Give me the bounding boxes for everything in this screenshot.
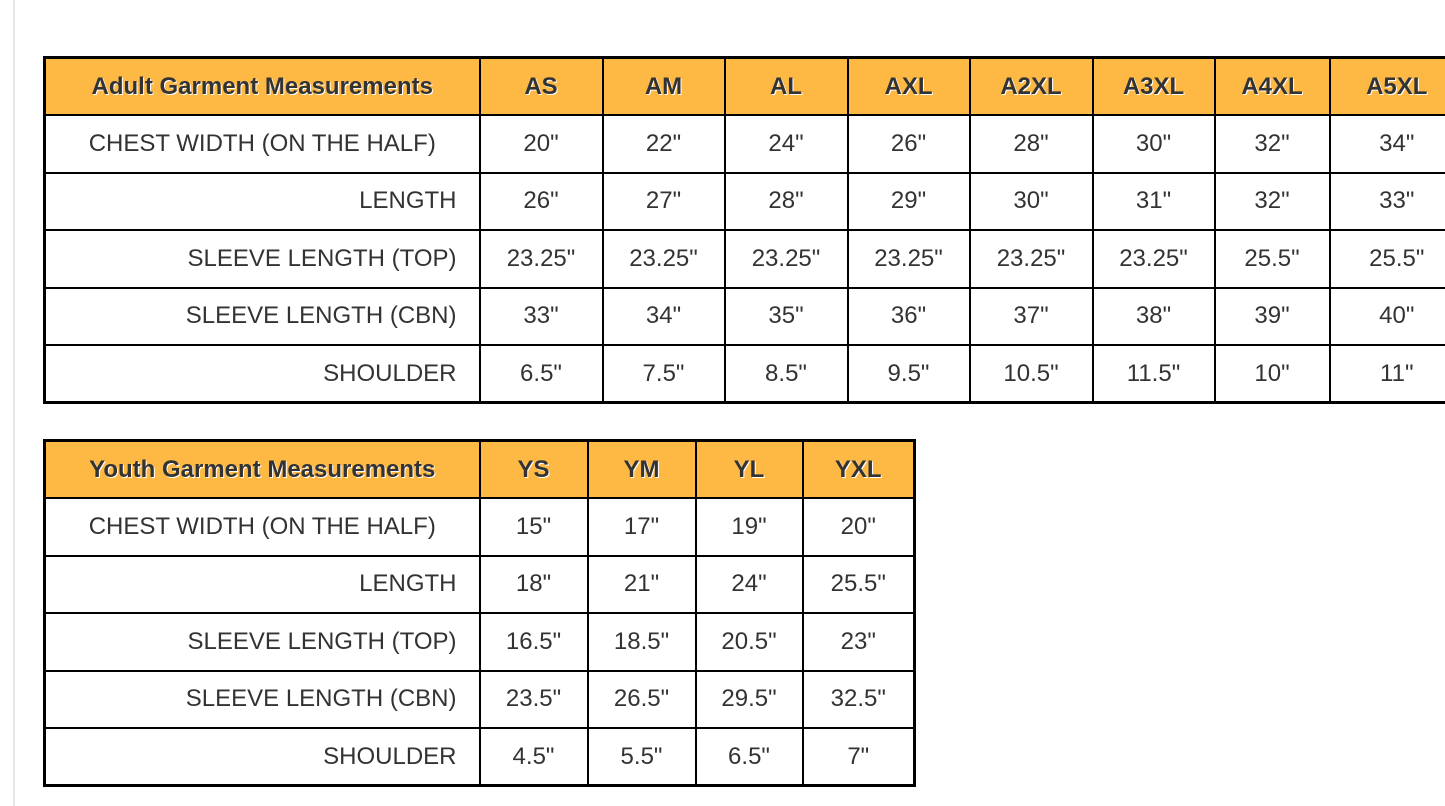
size-header: A3XL bbox=[1091, 56, 1216, 116]
row-label: SHOULDER bbox=[43, 344, 481, 404]
measurement-cell: 36" bbox=[846, 286, 971, 346]
measurement-cell: 17" bbox=[586, 497, 697, 557]
measurement-cell: 5.5" bbox=[586, 727, 697, 787]
table-row: SHOULDER 6.5" 7.5" 8.5" 9.5" 10.5" 11.5" 10" 11" bbox=[43, 344, 1445, 404]
size-header: A4XL bbox=[1213, 56, 1331, 116]
size-header: YL bbox=[694, 439, 804, 499]
page-edge-divider bbox=[13, 0, 15, 806]
size-header: YXL bbox=[801, 439, 916, 499]
measurement-cell: 25.5" bbox=[1213, 229, 1331, 289]
measurement-cell: 23" bbox=[801, 612, 916, 672]
measurement-cell: 29.5" bbox=[694, 669, 804, 729]
measurement-cell: 23.25" bbox=[478, 229, 604, 289]
adult-measurements-table: Adult Garment Measurements AS AM AL AXL A2XL A… bbox=[43, 56, 1445, 404]
measurement-cell: 9.5" bbox=[846, 344, 971, 404]
header-row: Adult Garment Measurements AS AM AL AXL A2XL A… bbox=[43, 56, 1445, 116]
measurement-cell: 23.25" bbox=[968, 229, 1094, 289]
measurement-cell: 32" bbox=[1213, 171, 1331, 231]
measurement-cell: 19" bbox=[694, 497, 804, 557]
measurement-cell: 8.5" bbox=[723, 344, 849, 404]
measurement-cell: 23.25" bbox=[846, 229, 971, 289]
measurement-cell: 27" bbox=[601, 171, 726, 231]
measurement-cell: 38" bbox=[1091, 286, 1216, 346]
measurement-cell: 23.25" bbox=[1091, 229, 1216, 289]
size-header: AL bbox=[723, 56, 849, 116]
measurement-cell: 6.5" bbox=[694, 727, 804, 787]
measurement-cell: 10.5" bbox=[968, 344, 1094, 404]
measurement-cell: 16.5" bbox=[478, 612, 589, 672]
row-label: SLEEVE LENGTH (TOP) bbox=[43, 229, 481, 289]
measurement-cell: 25.5" bbox=[801, 554, 916, 614]
measurement-cell: 20" bbox=[801, 497, 916, 557]
size-header: YS bbox=[478, 439, 589, 499]
measurement-cell: 23.5" bbox=[478, 669, 589, 729]
measurement-cell: 26.5" bbox=[586, 669, 697, 729]
size-header: AS bbox=[478, 56, 604, 116]
measurement-cell: 7" bbox=[801, 727, 916, 787]
measurement-cell: 4.5" bbox=[478, 727, 589, 787]
size-header: A2XL bbox=[968, 56, 1094, 116]
youth-measurements-table: Youth Garment Measurements YS YM YL YXL CHEST… bbox=[43, 439, 916, 787]
measurement-cell: 25.5" bbox=[1328, 229, 1445, 289]
measurement-cell: 31" bbox=[1091, 171, 1216, 231]
table-row: LENGTH 26" 27" 28" 29" 30" 31" 32" 33" bbox=[43, 171, 1445, 231]
measurement-cell: 23.25" bbox=[723, 229, 849, 289]
measurement-cell: 18" bbox=[478, 554, 589, 614]
measurement-cell: 39" bbox=[1213, 286, 1331, 346]
row-label: CHEST WIDTH (ON THE HALF) bbox=[43, 497, 481, 557]
row-label: SHOULDER bbox=[43, 727, 481, 787]
measurement-cell: 11" bbox=[1328, 344, 1445, 404]
table-row: SLEEVE LENGTH (TOP) 16.5" 18.5" 20.5" 23" bbox=[43, 612, 916, 672]
measurement-cell: 26" bbox=[478, 171, 604, 231]
measurement-cell: 10" bbox=[1213, 344, 1331, 404]
measurement-cell: 23.25" bbox=[601, 229, 726, 289]
size-header: AM bbox=[601, 56, 726, 116]
measurement-cell: 30" bbox=[1091, 114, 1216, 174]
table-row: LENGTH 18" 21" 24" 25.5" bbox=[43, 554, 916, 614]
measurement-cell: 33" bbox=[478, 286, 604, 346]
row-label: SLEEVE LENGTH (CBN) bbox=[43, 286, 481, 346]
measurement-cell: 11.5" bbox=[1091, 344, 1216, 404]
measurement-cell: 28" bbox=[968, 114, 1094, 174]
measurement-cell: 21" bbox=[586, 554, 697, 614]
size-header: A5XL bbox=[1328, 56, 1445, 116]
measurement-cell: 22" bbox=[601, 114, 726, 174]
measurement-cell: 7.5" bbox=[601, 344, 726, 404]
row-label: SLEEVE LENGTH (CBN) bbox=[43, 669, 481, 729]
measurement-cell: 32.5" bbox=[801, 669, 916, 729]
size-header: AXL bbox=[846, 56, 971, 116]
row-label: SLEEVE LENGTH (TOP) bbox=[43, 612, 481, 672]
table-title: Adult Garment Measurements bbox=[43, 56, 481, 116]
measurement-cell: 34" bbox=[1328, 114, 1445, 174]
measurement-cell: 37" bbox=[968, 286, 1094, 346]
measurement-cell: 32" bbox=[1213, 114, 1331, 174]
size-header: YM bbox=[586, 439, 697, 499]
measurement-cell: 18.5" bbox=[586, 612, 697, 672]
table-row: SLEEVE LENGTH (TOP) 23.25" 23.25" 23.25" 23.… bbox=[43, 229, 1445, 289]
measurement-cell: 40" bbox=[1328, 286, 1445, 346]
measurement-cell: 29" bbox=[846, 171, 971, 231]
measurement-cell: 30" bbox=[968, 171, 1094, 231]
measurement-cell: 24" bbox=[694, 554, 804, 614]
measurement-cell: 20.5" bbox=[694, 612, 804, 672]
measurement-cell: 6.5" bbox=[478, 344, 604, 404]
table-row: CHEST WIDTH (ON THE HALF) 15" 17" 19" 20" bbox=[43, 497, 916, 557]
table-row: SLEEVE LENGTH (CBN) 23.5" 26.5" 29.5" 32.5" bbox=[43, 669, 916, 729]
table-row: SHOULDER 4.5" 5.5" 6.5" 7" bbox=[43, 727, 916, 787]
measurement-cell: 20" bbox=[478, 114, 604, 174]
table-title: Youth Garment Measurements bbox=[43, 439, 481, 499]
measurement-cell: 28" bbox=[723, 171, 849, 231]
table-row: CHEST WIDTH (ON THE HALF) 20" 22" 24" 26" 28"… bbox=[43, 114, 1445, 174]
measurement-cell: 33" bbox=[1328, 171, 1445, 231]
measurement-cell: 35" bbox=[723, 286, 849, 346]
measurement-cell: 26" bbox=[846, 114, 971, 174]
row-label: LENGTH bbox=[43, 171, 481, 231]
measurement-cell: 24" bbox=[723, 114, 849, 174]
measurement-cell: 34" bbox=[601, 286, 726, 346]
header-row: Youth Garment Measurements YS YM YL YXL bbox=[43, 439, 916, 499]
table-row: SLEEVE LENGTH (CBN) 33" 34" 35" 36" 37" 38" 39"… bbox=[43, 286, 1445, 346]
measurement-cell: 15" bbox=[478, 497, 589, 557]
row-label: LENGTH bbox=[43, 554, 481, 614]
row-label: CHEST WIDTH (ON THE HALF) bbox=[43, 114, 481, 174]
